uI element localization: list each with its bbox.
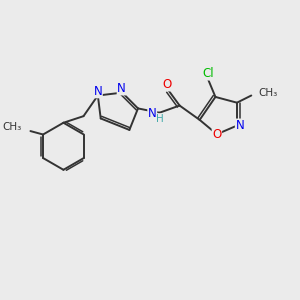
- Text: CH₃: CH₃: [258, 88, 277, 98]
- Text: N: N: [94, 85, 102, 98]
- Text: H: H: [157, 114, 164, 124]
- Text: CH₃: CH₃: [3, 122, 22, 132]
- Text: Cl: Cl: [202, 67, 214, 80]
- Text: O: O: [212, 128, 221, 141]
- Text: N: N: [236, 119, 244, 132]
- Text: N: N: [117, 82, 126, 95]
- Text: O: O: [163, 78, 172, 91]
- Text: N: N: [148, 107, 157, 120]
